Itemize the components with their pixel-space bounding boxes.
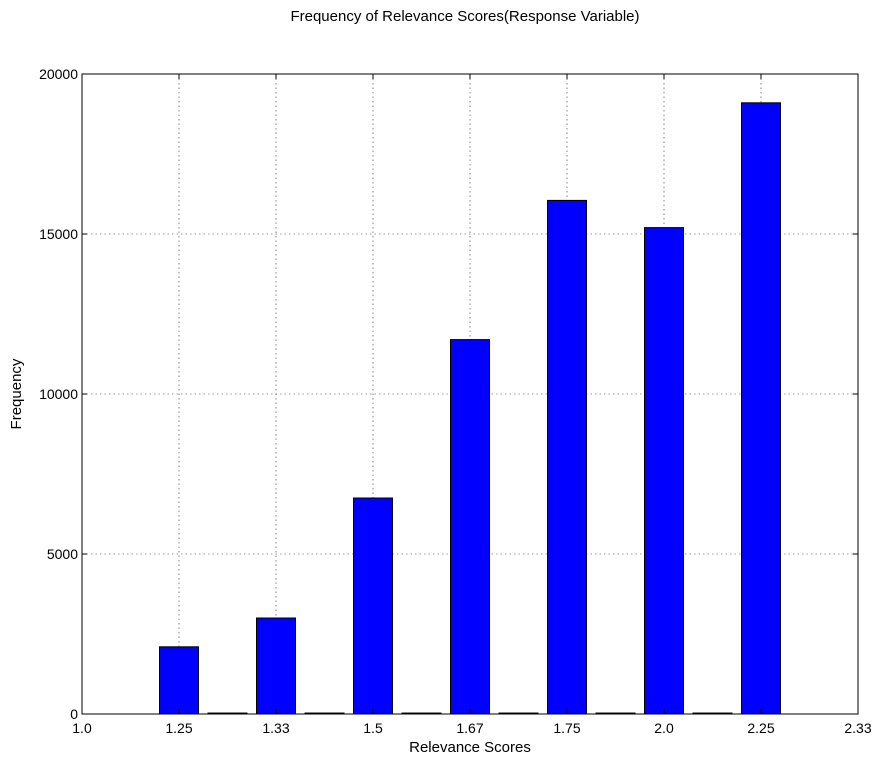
ticks (81, 73, 859, 715)
x-tick-label: 1.75 (553, 720, 580, 736)
x-tick-label: 1.0 (72, 720, 92, 736)
bar (159, 646, 199, 715)
y-tick-label: 0 (70, 706, 78, 722)
chart-title: Frequency of Relevance Scores(Response V… (290, 8, 639, 25)
bar (353, 497, 393, 715)
bar (547, 199, 587, 715)
x-tick-label: 1.33 (262, 720, 289, 736)
x-tick-label: 2.25 (747, 720, 774, 736)
x-tick-label: 2.33 (844, 720, 871, 736)
y-tick-label: 20000 (39, 66, 78, 82)
y-tick-label: 15000 (39, 226, 78, 242)
y-axis-label: Frequency (8, 358, 25, 429)
bar (450, 339, 490, 715)
x-tick-label: 2.0 (654, 720, 674, 736)
x-tick-labels: 1.0 1.25 1.33 1.5 1.67 1.75 2.0 2.25 2.33 (72, 720, 872, 736)
bar (741, 102, 781, 715)
y-tick-labels: 0 5000 10000 15000 20000 (39, 66, 78, 722)
y-tick-label: 5000 (47, 546, 78, 562)
bar (644, 227, 684, 715)
x-axis-label: Relevance Scores (409, 739, 531, 756)
x-tick-label: 1.25 (165, 720, 192, 736)
bar (256, 617, 296, 715)
x-tick-label: 1.67 (456, 720, 483, 736)
y-tick-label: 10000 (39, 386, 78, 402)
bars (159, 102, 781, 715)
x-tick-label: 1.5 (363, 720, 383, 736)
